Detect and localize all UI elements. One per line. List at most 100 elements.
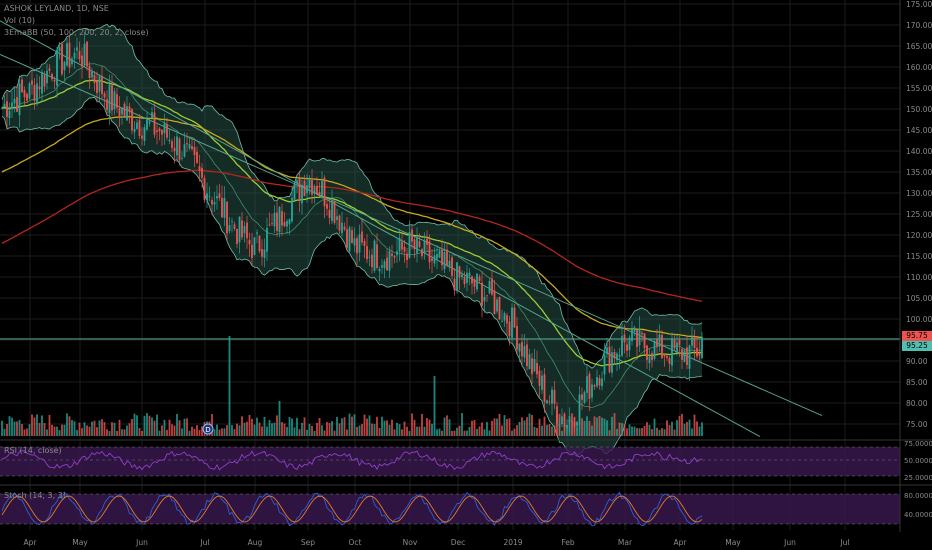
- rsi-legend[interactable]: RSI (14, close): [4, 446, 62, 455]
- candle-body: [8, 110, 11, 119]
- candle-body: [88, 65, 91, 79]
- candle-body: [116, 94, 118, 108]
- volume-bar: [346, 429, 348, 436]
- volume-bar: [678, 415, 681, 436]
- price-tick-label: 150.00: [906, 105, 932, 114]
- volume-bar: [66, 413, 68, 436]
- candle-body: [206, 193, 208, 201]
- volume-bar: [498, 413, 501, 436]
- candle-body: [33, 84, 36, 101]
- volume-bar: [198, 429, 201, 436]
- candle-body: [483, 296, 486, 302]
- candle-body: [103, 93, 106, 98]
- candle-body: [551, 389, 553, 404]
- volume-bar: [76, 430, 78, 436]
- volume-bar: [53, 426, 56, 436]
- candle-body: [368, 256, 371, 258]
- candle-body: [308, 178, 311, 189]
- candle-body: [596, 377, 598, 387]
- dividend-marker-label: D: [205, 426, 210, 434]
- volume-bar: [401, 429, 403, 436]
- candle-body: [656, 339, 658, 347]
- candle-body: [636, 329, 638, 347]
- volume-legend[interactable]: Vol (10): [4, 16, 35, 25]
- candle-body: [338, 215, 341, 231]
- volume-bar: [3, 428, 6, 436]
- x-tick-label: Sep: [301, 538, 315, 547]
- volume-bar: [261, 426, 263, 436]
- price-tick-label: 175.00: [906, 0, 932, 9]
- candle-body: [398, 237, 401, 252]
- candle-body: [51, 73, 53, 80]
- volume-bar: [486, 422, 488, 436]
- candle-body: [521, 342, 523, 357]
- candle-body: [253, 237, 256, 255]
- volume-bar: [13, 421, 16, 436]
- candle-body: [671, 338, 673, 366]
- ema-200-line: [1, 169, 703, 302]
- volume-bar: [96, 427, 98, 436]
- candle-body: [216, 195, 218, 199]
- volume-bar: [343, 417, 346, 436]
- x-tick-label: Jul: [199, 538, 209, 547]
- volume-bar: [446, 415, 448, 436]
- candle-body: [26, 93, 28, 101]
- volume-bar: [693, 414, 696, 436]
- volume-bar: [541, 425, 543, 436]
- price-tick-label: 170.00: [906, 21, 932, 30]
- candle-body: [623, 334, 626, 343]
- volume-bar: [213, 429, 216, 436]
- candle-body: [218, 193, 221, 198]
- candle-body: [106, 99, 108, 110]
- symbol-title[interactable]: ASHOK LEYLAND, 1D, NSE: [4, 4, 109, 13]
- candle-body: [478, 276, 481, 281]
- volume-bar: [123, 429, 126, 436]
- volume-bar: [403, 421, 406, 436]
- candle-body: [261, 248, 263, 257]
- price-tick-label: 145.00: [906, 126, 932, 135]
- candle-body: [413, 239, 416, 250]
- candle-body: [563, 413, 566, 428]
- volume-bar: [233, 429, 236, 436]
- candle-body: [646, 345, 648, 360]
- volume-bar: [606, 420, 608, 436]
- volume-bar: [33, 417, 36, 436]
- volume-bar: [101, 419, 103, 436]
- candle-body: [268, 224, 271, 226]
- volume-bar: [433, 376, 436, 436]
- volume-bar: [483, 429, 486, 436]
- volume-bar: [578, 424, 581, 436]
- volume-bar: [488, 430, 491, 436]
- candle-body: [276, 212, 278, 231]
- candle-body: [96, 81, 98, 94]
- volume-bar: [163, 419, 166, 436]
- x-tick-label: Apr: [24, 538, 38, 547]
- candle-body: [681, 348, 683, 360]
- stoch-legend[interactable]: Stoch (14, 3, 3): [4, 491, 66, 500]
- candle-body: [101, 76, 103, 94]
- volume-bar: [141, 430, 143, 436]
- volume-bar: [371, 423, 373, 436]
- candle-body: [328, 209, 331, 218]
- volume-bar: [438, 428, 441, 436]
- volume-bar: [6, 423, 8, 436]
- candle-body: [188, 144, 191, 149]
- candle-body: [688, 345, 691, 369]
- volume-bar: [411, 413, 413, 436]
- x-tick-label: Oct: [349, 538, 362, 547]
- candle-body: [486, 295, 488, 297]
- volume-bar: [121, 429, 123, 436]
- volume-bar: [416, 426, 418, 436]
- volume-bar: [376, 416, 378, 436]
- volume-bar: [246, 421, 248, 436]
- volume-bar: [191, 426, 193, 436]
- volume-bar: [456, 427, 458, 436]
- volume-bar: [251, 418, 253, 436]
- volume-bar: [673, 429, 676, 436]
- candle-body: [508, 321, 511, 337]
- candle-body: [353, 238, 356, 246]
- candle-body: [408, 232, 411, 258]
- candle-body: [1, 107, 3, 109]
- ema-bb-legend[interactable]: 3EmaBB (50, 100, 200, 20, 2, close): [4, 28, 149, 37]
